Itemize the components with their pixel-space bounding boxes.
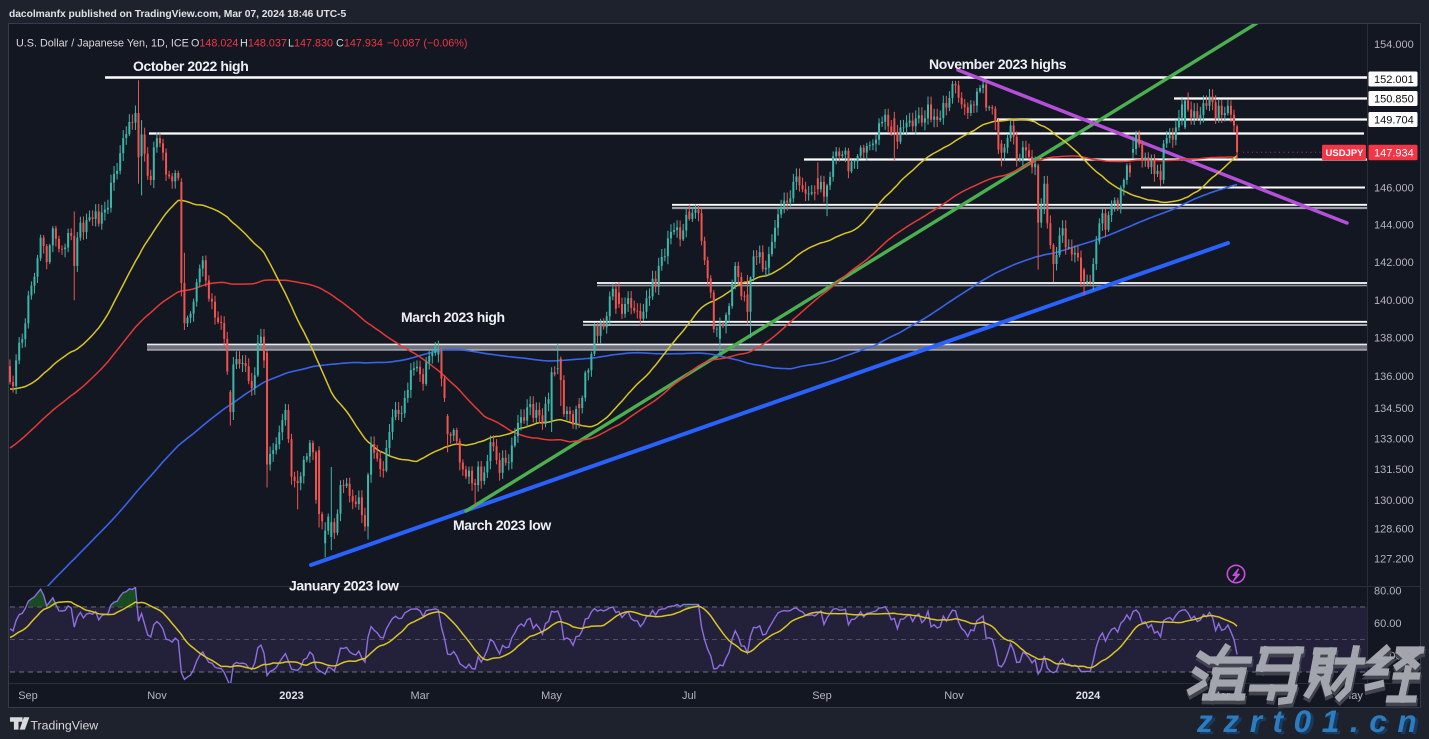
svg-text:130.000: 130.000 <box>1374 495 1414 507</box>
svg-text:152.001: 152.001 <box>1374 74 1414 86</box>
svg-text:136.000: 136.000 <box>1374 371 1414 383</box>
svg-text:133.000: 133.000 <box>1374 434 1414 446</box>
svg-text:Nov: Nov <box>944 690 964 702</box>
svg-text:U.S. Dollar / Japanese Yen, 1D: U.S. Dollar / Japanese Yen, 1D, ICE <box>16 38 189 50</box>
svg-text:146.000: 146.000 <box>1374 183 1414 195</box>
svg-text:dacolmanfx published on Tradin: dacolmanfx published on TradingView.com,… <box>9 9 347 20</box>
svg-text:134.500: 134.500 <box>1374 403 1414 415</box>
svg-text:H148.037: H148.037 <box>240 38 287 50</box>
svg-text:March 2023 low: March 2023 low <box>453 517 551 533</box>
svg-text:128.600: 128.600 <box>1374 524 1414 536</box>
svg-text:60.00: 60.00 <box>1374 618 1402 630</box>
svg-text:November 2023 highs: November 2023 highs <box>929 56 1067 72</box>
svg-text:TradingView: TradingView <box>31 718 99 732</box>
svg-text:144.000: 144.000 <box>1374 220 1414 232</box>
svg-text:October 2022 high: October 2022 high <box>133 58 248 74</box>
svg-text:140.000: 140.000 <box>1374 295 1414 307</box>
svg-text:150.850: 150.850 <box>1374 94 1414 106</box>
svg-text:Jul: Jul <box>682 690 696 702</box>
svg-text:zzrt01.cn: zzrt01.cn <box>1196 703 1427 739</box>
svg-text:154.000: 154.000 <box>1374 39 1414 51</box>
svg-text:USDJPY: USDJPY <box>1326 148 1365 159</box>
svg-text:149.704: 149.704 <box>1374 115 1414 127</box>
svg-text:127.200: 127.200 <box>1374 554 1414 566</box>
svg-text:2023: 2023 <box>279 690 303 702</box>
svg-text:May: May <box>541 690 562 702</box>
svg-text:January 2023 low: January 2023 low <box>289 578 399 594</box>
svg-text:March 2023 high: March 2023 high <box>401 309 505 325</box>
svg-text:138.000: 138.000 <box>1374 333 1414 345</box>
svg-text:L147.830: L147.830 <box>288 38 333 50</box>
svg-text:Mar: Mar <box>411 690 430 702</box>
svg-text:2024: 2024 <box>1076 690 1101 702</box>
svg-text:Nov: Nov <box>147 690 167 702</box>
svg-text:142.000: 142.000 <box>1374 257 1414 269</box>
svg-text:147.934: 147.934 <box>1374 148 1414 160</box>
svg-text:131.500: 131.500 <box>1374 464 1414 476</box>
svg-text:zzrt01.cn: zzrt01.cn <box>1199 705 1429 739</box>
svg-text:O148.024: O148.024 <box>191 38 238 50</box>
svg-text:Sep: Sep <box>812 690 832 702</box>
svg-text:C147.934: C147.934 <box>336 38 383 50</box>
svg-text:−0.087 (−0.06%): −0.087 (−0.06%) <box>387 38 467 50</box>
svg-text:80.00: 80.00 <box>1374 586 1402 598</box>
svg-text:Sep: Sep <box>18 690 38 702</box>
